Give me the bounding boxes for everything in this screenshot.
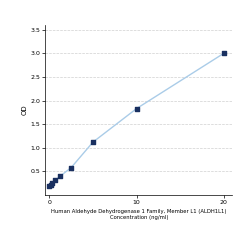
Point [47,184,51,188]
X-axis label: Human Aldehyde Dehydrogenase 1 Family, Member L1 (ALDH1L1)
Concentration (ng/ml): Human Aldehyde Dehydrogenase 1 Family, M… [51,209,227,220]
Y-axis label: OD: OD [22,105,28,115]
Point [49,182,53,186]
Point [58,174,62,178]
Point [53,178,57,182]
Point [222,51,226,55]
Point [50,181,54,185]
Point [91,140,95,144]
Point [134,106,138,110]
Point [69,166,73,170]
